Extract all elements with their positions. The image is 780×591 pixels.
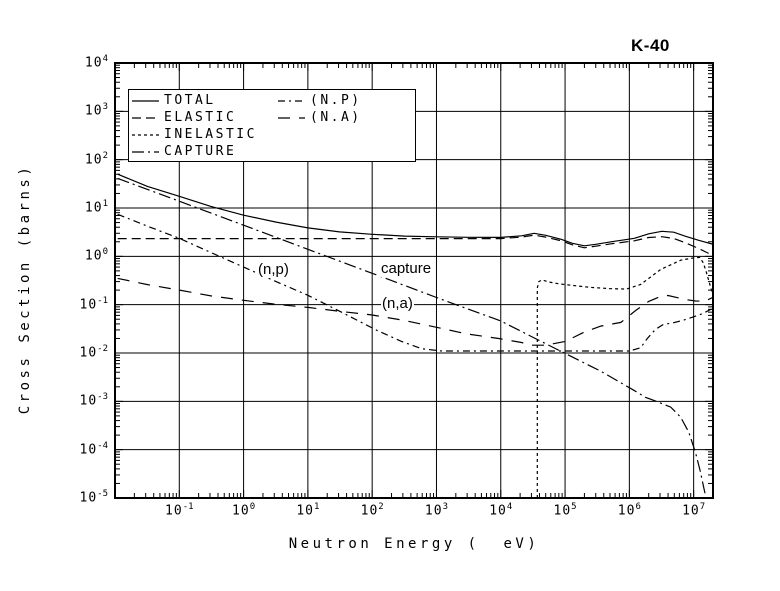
- x-tick-label: 102: [360, 502, 384, 519]
- x-tick-label: 107: [682, 502, 706, 519]
- legend-entry: INELASTIC: [132, 126, 257, 143]
- legend-entry: TOTAL: [132, 92, 257, 109]
- x-tick-label: 103: [424, 502, 449, 519]
- y-tick-label: 10-2: [79, 344, 109, 361]
- legend-entry: CAPTURE: [132, 143, 257, 160]
- legend-label: (N.A): [310, 110, 362, 125]
- curve-label-np: (n,p): [257, 261, 290, 278]
- legend-line-sample: [132, 116, 159, 119]
- legend-line-sample: [132, 150, 159, 153]
- plot-frame: [114, 62, 714, 499]
- legend-box: TOTAL ELASTIC INELASTIC CAPTURE (N.P) (N.A): [128, 89, 416, 162]
- series--n-p-: [117, 213, 713, 352]
- x-axis-title: Neutron Energy ( eV): [288, 536, 540, 552]
- y-tick-label: 100: [84, 247, 108, 264]
- y-tick-label: 10-4: [79, 440, 109, 458]
- legend-line-sample: [278, 99, 305, 102]
- series-capture: [117, 177, 707, 498]
- y-tick-label: 10-3: [79, 392, 109, 409]
- y-tick-label: 10-1: [79, 295, 109, 313]
- x-tick-label: 104: [489, 502, 513, 519]
- y-tick-label: 103: [84, 102, 108, 119]
- x-tick-label: 100: [232, 502, 256, 519]
- curve-label-capture: capture: [380, 260, 433, 277]
- y-tick-label: 102: [84, 150, 108, 168]
- legend-line-sample: [132, 133, 159, 136]
- legend-line-sample: [278, 116, 305, 119]
- legend-column: TOTAL ELASTIC INELASTIC CAPTURE: [132, 92, 257, 160]
- legend-column: (N.P) (N.A): [278, 92, 362, 126]
- x-tick-label: 101: [296, 502, 320, 519]
- legend-label: ELASTIC: [164, 110, 237, 125]
- legend-label: TOTAL: [164, 93, 216, 108]
- y-tick-label: 101: [84, 199, 108, 216]
- legend-label: CAPTURE: [164, 144, 237, 159]
- series-inelastic: [536, 256, 713, 498]
- legend-label: INELASTIC: [164, 127, 257, 142]
- y-tick-label: 104: [84, 54, 108, 71]
- legend-line-sample: [132, 99, 159, 102]
- x-tick-label: 10-1: [165, 502, 194, 519]
- y-tick-label: 10-5: [79, 489, 109, 506]
- x-tick-label: 105: [553, 502, 577, 519]
- legend-entry: (N.P): [278, 92, 362, 109]
- curve-label-na: (n,a): [381, 295, 414, 312]
- x-tick-label: 106: [617, 502, 641, 519]
- legend-label: (N.P): [310, 93, 362, 108]
- series-elastic: [117, 234, 713, 256]
- legend-entry: ELASTIC: [132, 109, 257, 126]
- chart-title: K-40: [631, 36, 670, 55]
- legend-entry: (N.A): [278, 109, 362, 126]
- series-total: [117, 173, 713, 247]
